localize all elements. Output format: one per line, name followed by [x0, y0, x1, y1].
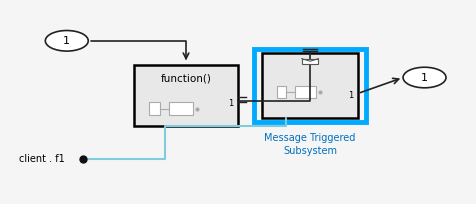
FancyBboxPatch shape — [149, 102, 159, 115]
FancyBboxPatch shape — [262, 53, 357, 118]
Text: 1: 1 — [420, 72, 427, 83]
Text: 1: 1 — [347, 91, 352, 100]
FancyBboxPatch shape — [169, 102, 192, 115]
Ellipse shape — [402, 67, 445, 88]
FancyBboxPatch shape — [294, 86, 315, 98]
Text: function(): function() — [160, 74, 211, 84]
Text: client . f1: client . f1 — [19, 154, 65, 164]
FancyBboxPatch shape — [133, 65, 238, 126]
Text: 1: 1 — [63, 36, 70, 46]
Ellipse shape — [45, 31, 88, 51]
Text: Message Triggered
Subsystem: Message Triggered Subsystem — [264, 133, 355, 156]
FancyBboxPatch shape — [136, 66, 236, 125]
Text: 1: 1 — [228, 99, 233, 108]
FancyBboxPatch shape — [301, 59, 318, 64]
FancyBboxPatch shape — [276, 86, 286, 98]
